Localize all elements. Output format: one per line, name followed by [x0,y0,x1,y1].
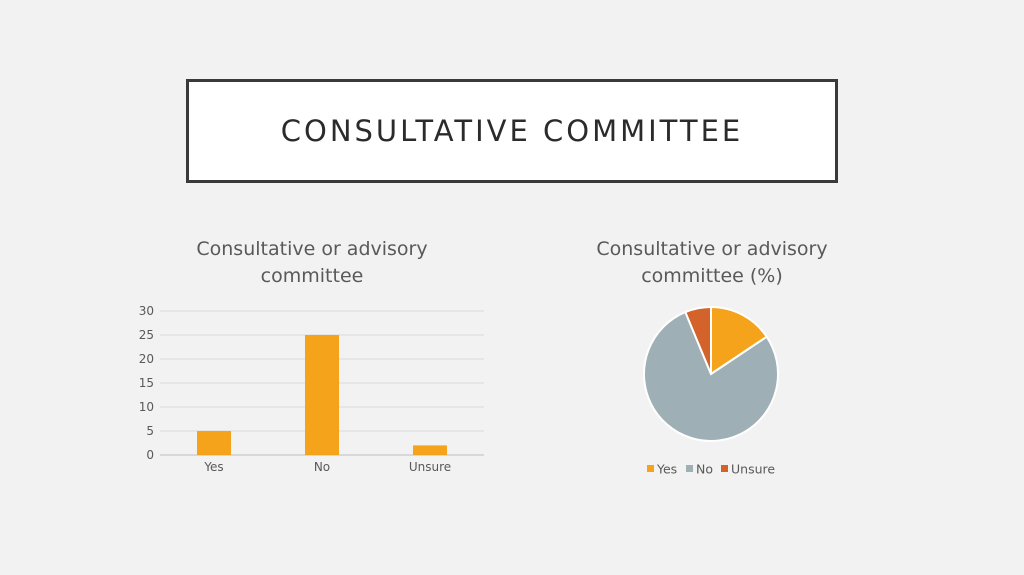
y-tick-label: 15 [139,376,154,390]
x-tick-label: No [314,460,330,474]
y-tick-label: 20 [139,352,154,366]
legend-swatch-no [686,465,693,472]
pie-slice-unsure [684,305,712,375]
pie-slice-yes [710,305,769,376]
legend-swatch-unsure [721,465,728,472]
y-tick-label: 25 [139,328,154,342]
legend-label-yes: Yes [656,462,677,477]
y-tick-label: 10 [139,400,154,414]
x-tick-label: Unsure [409,460,451,474]
legend-label-unsure: Unsure [731,462,775,477]
pie-chart-title: Consultative or advisory committee (%) [596,238,828,287]
legend-label-no: No [696,462,713,477]
x-tick-label: Yes [203,460,223,474]
bar-yes [197,431,231,455]
pie-slice-no [643,310,779,442]
slide-title-box: Consultative committee [186,79,838,183]
bar-no [305,335,339,455]
bar-unsure [413,445,447,455]
y-tick-label: 5 [146,424,154,438]
legend-swatch-yes [647,465,654,472]
slide-title: Consultative committee [280,114,744,148]
bar-chart-title: Consultative or advisory committee [196,238,428,287]
y-tick-label: 0 [146,448,154,462]
y-tick-label: 30 [139,304,154,318]
